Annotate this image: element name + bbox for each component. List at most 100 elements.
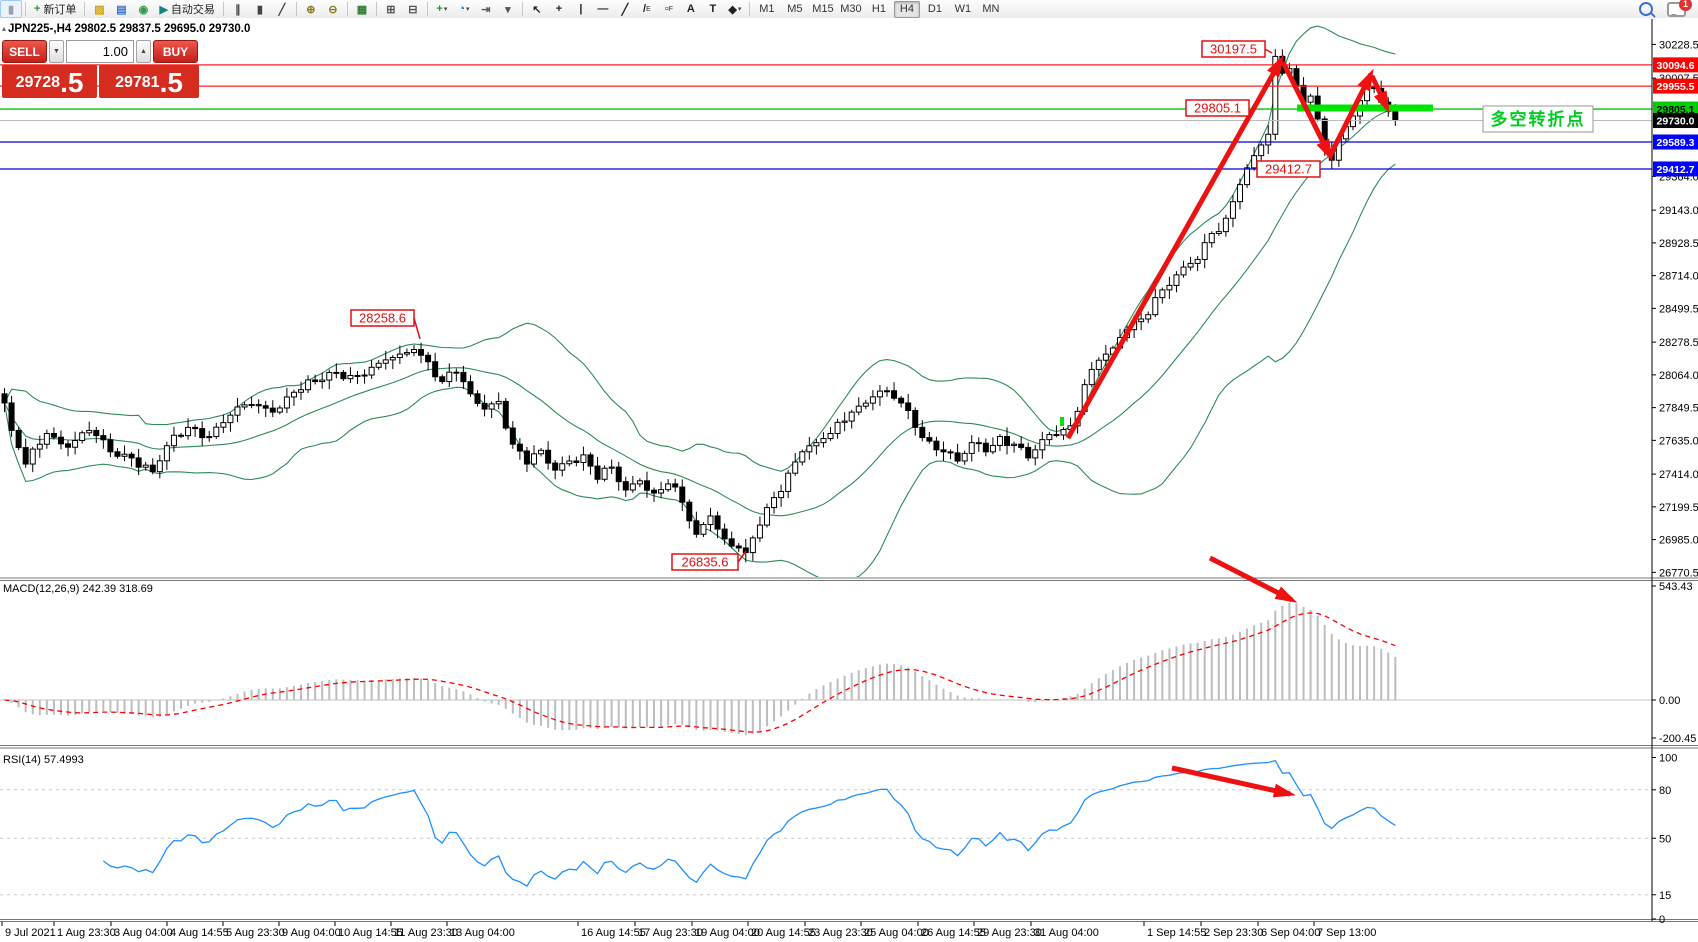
annotation-box[interactable] <box>1256 160 1321 178</box>
candle-body <box>495 400 502 405</box>
chart-canvas[interactable]: 30197.5 29805.1 29412.7 28258.6 26835.6 多空转折点… <box>0 18 1698 942</box>
window-collapse-icon[interactable]: ▴ <box>2 24 6 33</box>
styles-dropdown[interactable]: ▾ <box>497 0 519 18</box>
candle-body <box>1272 55 1279 135</box>
candle-body <box>1032 449 1039 459</box>
period-dropdown[interactable]: ◔ ▾ <box>453 0 475 18</box>
fibo-channel-tool-sub: F <box>668 5 673 13</box>
bar-chart-icon[interactable]: ∥ <box>227 0 249 18</box>
tile-windows-icon[interactable]: ▦ <box>351 0 373 18</box>
candle-body <box>700 524 707 535</box>
autotrade-icon: ▶ <box>159 3 168 16</box>
rsi-label: RSI(14) 57.4993 <box>3 754 84 766</box>
candle-body <box>333 371 340 374</box>
zoom-out-icon[interactable]: ⊖ <box>322 0 344 18</box>
chat-icon[interactable]: 1 <box>1667 0 1692 17</box>
annotation-box[interactable] <box>350 309 415 327</box>
new-order-button-label: 新订单 <box>43 4 77 16</box>
line-chart-icon[interactable]: ╱ <box>271 0 293 18</box>
candle-body <box>968 442 975 454</box>
trendline-tool[interactable]: ╱ <box>614 0 636 18</box>
navigator-icon[interactable]: ◉ <box>132 0 154 18</box>
timeframe-d1[interactable]: D1 <box>927 3 942 15</box>
timeframe-m5[interactable]: M5 <box>787 3 803 15</box>
timeframe-m1[interactable]: M1 <box>759 3 775 15</box>
annotation-box[interactable] <box>1201 40 1266 58</box>
annotation-box[interactable] <box>671 553 739 571</box>
profiles-icon[interactable]: ▨ <box>88 0 110 18</box>
candle-body <box>206 436 213 439</box>
timeframe-h1[interactable]: H1 <box>871 3 886 15</box>
candle-body <box>368 366 375 376</box>
new-order-icon: + <box>34 3 41 15</box>
candle-body <box>785 472 792 492</box>
cascade-windows-icon[interactable]: ⊟ <box>402 0 424 18</box>
macd-signal-line <box>4 612 1396 733</box>
candle-body <box>792 461 799 474</box>
candle-body <box>382 359 389 364</box>
time-tick-label: 31 Aug 04:00 <box>1034 927 1099 939</box>
candle-body <box>107 439 114 453</box>
timeframe-m30[interactable]: M30 <box>840 3 862 15</box>
arrows-tool[interactable]: ◆ ▾ <box>724 0 746 18</box>
candle-body <box>933 440 940 451</box>
timeframe-mn[interactable]: MN <box>982 3 1000 15</box>
search-icon[interactable] <box>1639 2 1653 16</box>
timeframe-h4[interactable]: H4 <box>893 0 920 18</box>
crosshair-tool[interactable]: + <box>548 0 570 18</box>
candle-body <box>1060 429 1067 436</box>
annotation-box[interactable] <box>1185 99 1250 117</box>
zoom-in-icon[interactable]: ⊕ <box>300 0 322 18</box>
candle-body <box>446 371 453 383</box>
bollinger-lower-band <box>3 163 1396 577</box>
price-tick-label: 27199.5 <box>1659 502 1698 514</box>
autotrade-button[interactable]: ▶ 自动交易 <box>154 0 219 18</box>
candle-body <box>566 460 573 465</box>
volume-input[interactable] <box>66 40 134 63</box>
trend-arrow-2[interactable] <box>1280 60 1333 158</box>
candle-body <box>1307 95 1314 103</box>
candle-body <box>241 404 248 408</box>
vline-tool[interactable]: | <box>570 0 592 18</box>
trend-arrow-1[interactable] <box>1065 58 1284 440</box>
timeframe-m15[interactable]: M15 <box>812 3 834 15</box>
text-tool[interactable]: A <box>680 0 702 18</box>
volume-down-button[interactable]: ▼ <box>49 40 64 63</box>
candle-body <box>269 407 276 413</box>
new-chart-dropdown[interactable]: + ▾ <box>431 0 453 18</box>
candlestick-chart-icon[interactable]: ▮ <box>249 0 271 18</box>
price-marker-badge <box>1653 161 1698 177</box>
candle-body <box>975 442 982 445</box>
rsi-arrow[interactable] <box>1171 765 1291 797</box>
price-marker-text: 29589.3 <box>1657 137 1695 149</box>
candle-body <box>361 374 368 377</box>
timeframe-w1[interactable]: W1 <box>954 3 972 15</box>
volume-up-button[interactable]: ▲ <box>136 40 151 63</box>
candle-body <box>749 537 756 554</box>
arrange-windows-icon[interactable]: ⊞ <box>380 0 402 18</box>
price-tick-label: 27414.0 <box>1659 469 1698 481</box>
label-tool[interactable]: T <box>702 0 724 18</box>
candle-body <box>1201 242 1208 260</box>
note-box[interactable] <box>1482 105 1594 133</box>
macd-tick-label: -200.45 <box>1659 733 1696 745</box>
market-watch-icon[interactable]: ▤ <box>110 0 132 18</box>
one-click-trade-panel: SELL ▼ ▲ BUY 29728.5 29781.5 <box>2 40 206 98</box>
candle-body <box>1102 353 1109 361</box>
fibo-channel-tool[interactable]: ▫ F <box>658 0 680 18</box>
sell-price-display[interactable]: 29728.5 <box>2 65 97 98</box>
price-marker-badge <box>1653 113 1698 129</box>
candle-body <box>679 486 686 503</box>
candle-body <box>290 391 297 398</box>
sell-button[interactable]: SELL <box>2 40 47 63</box>
candle-body <box>86 429 93 434</box>
hline-tool[interactable]: — <box>592 0 614 18</box>
new-order-button[interactable]: + 新订单 <box>29 0 81 18</box>
symbol-cut-icon[interactable]: ▮ <box>0 0 22 18</box>
buy-button[interactable]: BUY <box>153 40 198 63</box>
chart-shift-icon[interactable]: ⇥ <box>475 0 497 18</box>
buy-price-display[interactable]: 29781.5 <box>99 65 199 98</box>
cursor-tool[interactable]: ↖ <box>526 0 548 18</box>
fibo-tool[interactable]: / E <box>636 0 658 18</box>
text-tool: A <box>686 3 695 15</box>
